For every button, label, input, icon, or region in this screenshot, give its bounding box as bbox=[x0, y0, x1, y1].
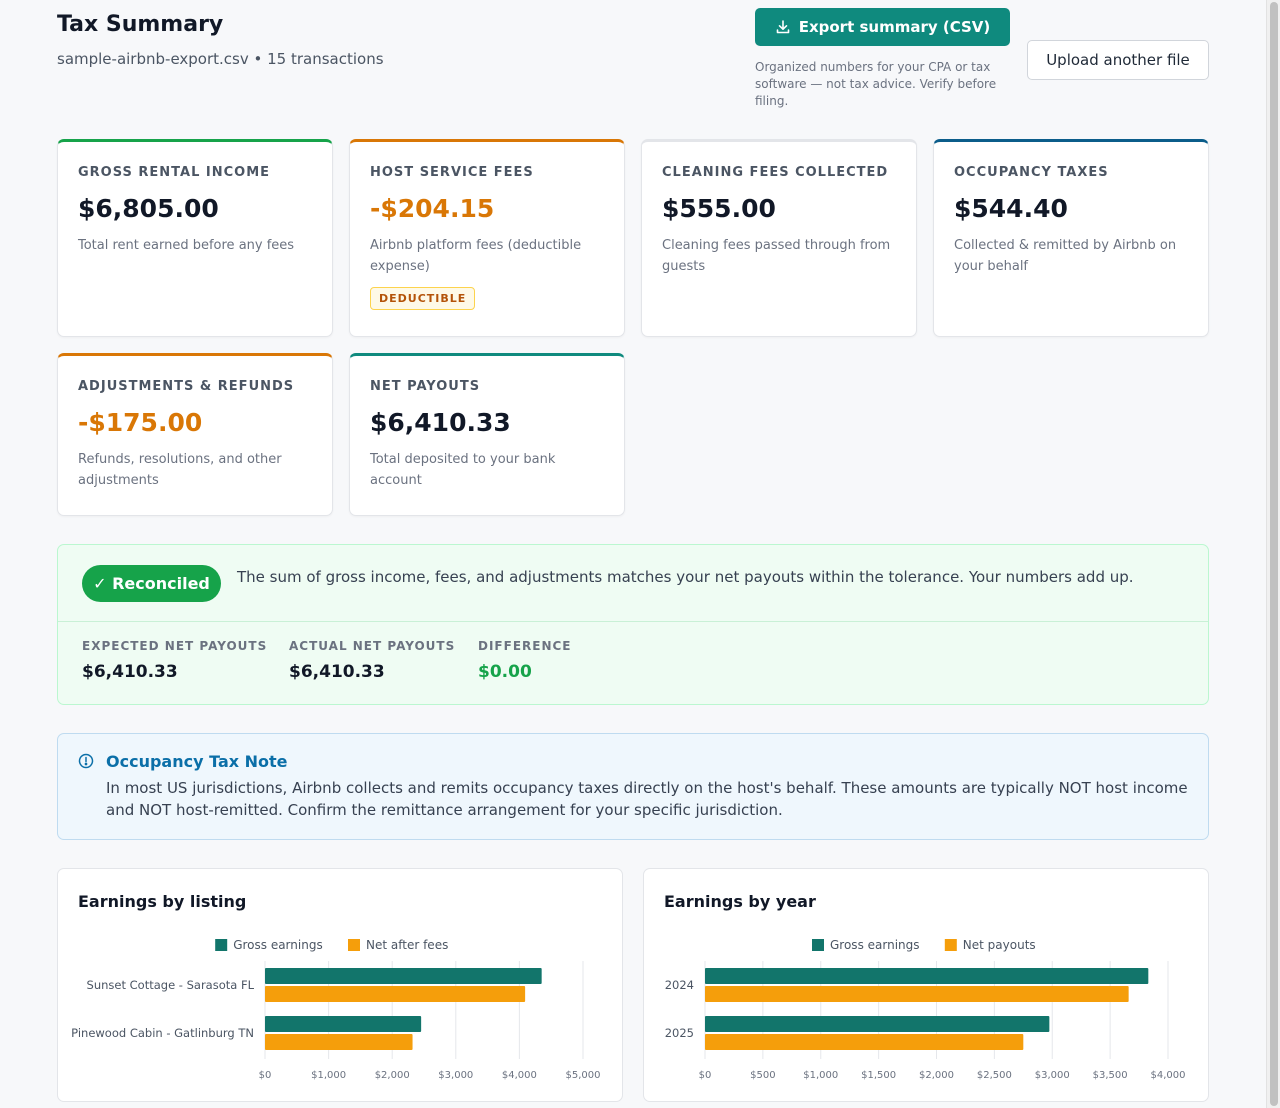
card-description: Cleaning fees passed through from guests bbox=[662, 238, 891, 274]
bar bbox=[265, 968, 542, 984]
card-description: Refunds, resolutions, and other adjustme… bbox=[78, 452, 282, 488]
card-cleaning-fees: CLEANING FEES COLLECTED $555.00 Cleaning… bbox=[641, 139, 917, 337]
x-tick-label: $3,000 bbox=[1035, 1070, 1070, 1081]
x-tick-label: $0 bbox=[699, 1070, 712, 1081]
bar bbox=[705, 986, 1129, 1002]
info-icon bbox=[78, 753, 94, 769]
legend-swatch bbox=[215, 939, 228, 951]
x-tick-label: $5,000 bbox=[566, 1070, 601, 1081]
chart-title: Earnings by year bbox=[664, 892, 816, 911]
expected-net-payouts: EXPECTED NET PAYOUTS $6,410.33 bbox=[82, 639, 267, 682]
legend-label: Net payouts bbox=[963, 938, 1036, 952]
legend-swatch bbox=[812, 939, 824, 951]
export-disclaimer: Organized numbers for your CPA or tax so… bbox=[755, 60, 997, 108]
card-net-payouts: NET PAYOUTS $6,410.33 Total deposited to… bbox=[349, 353, 625, 516]
file-subtitle: sample-airbnb-export.csv • 15 transactio… bbox=[57, 50, 384, 68]
reconciliation-panel: ✓ Reconciled The sum of gross income, fe… bbox=[57, 544, 1209, 705]
card-description: Total deposited to your bank account bbox=[370, 452, 556, 488]
x-tick-label: $4,000 bbox=[502, 1070, 537, 1081]
bar bbox=[705, 968, 1149, 984]
x-tick-label: $2,000 bbox=[919, 1070, 954, 1081]
card-gross-rental-income: GROSS RENTAL INCOME $6,805.00 Total rent… bbox=[57, 139, 333, 337]
note-title: Occupancy Tax Note bbox=[106, 752, 288, 771]
bar bbox=[265, 986, 526, 1002]
card-value: $6,805.00 bbox=[78, 194, 219, 223]
reconciliation-message: The sum of gross income, fees, and adjus… bbox=[237, 568, 1134, 586]
category-label: 2025 bbox=[665, 1026, 694, 1040]
category-label: 2024 bbox=[665, 978, 694, 992]
download-icon bbox=[776, 20, 790, 34]
category-label: Sunset Cottage - Sarasota FL bbox=[87, 978, 255, 992]
page-title: Tax Summary bbox=[57, 12, 224, 37]
legend-label: Gross earnings bbox=[830, 938, 920, 952]
card-host-service-fees: HOST SERVICE FEES -$204.15 Airbnb platfo… bbox=[349, 139, 625, 337]
scrollbar[interactable] bbox=[1266, 0, 1280, 1108]
earnings-by-year-chart: Earnings by year $0 $500 $1,000 $1,500 $2,00… bbox=[643, 868, 1209, 1102]
actual-net-payouts: ACTUAL NET PAYOUTS $6,410.33 bbox=[289, 639, 455, 682]
occupancy-tax-note: Occupancy Tax Note In most US jurisdicti… bbox=[57, 733, 1209, 840]
x-tick-label: $500 bbox=[750, 1070, 775, 1081]
card-label: OCCUPANCY TAXES bbox=[954, 165, 1109, 180]
x-tick-label: $3,500 bbox=[1093, 1070, 1128, 1081]
x-tick-label: $3,000 bbox=[438, 1070, 473, 1081]
card-occupancy-taxes: OCCUPANCY TAXES $544.40 Collected & remi… bbox=[933, 139, 1209, 337]
x-tick-label: $2,500 bbox=[977, 1070, 1012, 1081]
card-value: $555.00 bbox=[662, 194, 776, 223]
bar bbox=[705, 1034, 1024, 1050]
bar bbox=[265, 1016, 422, 1032]
card-label: GROSS RENTAL INCOME bbox=[78, 165, 271, 180]
note-body: In most US jurisdictions, Airbnb collect… bbox=[106, 779, 1188, 819]
legend-swatch bbox=[944, 939, 957, 951]
stat-label: DIFFERENCE bbox=[478, 639, 572, 653]
x-tick-label: $1,500 bbox=[861, 1070, 896, 1081]
chart-svg: $0 $500 $1,000 $1,500 $2,000 $2,500 $3,000 $3,5… bbox=[665, 938, 1186, 1081]
legend-label: Net after fees bbox=[366, 938, 448, 952]
bar bbox=[265, 1034, 413, 1050]
scrollbar-thumb[interactable] bbox=[1270, 2, 1278, 1106]
export-summary-button[interactable]: Export summary (CSV) bbox=[755, 8, 1010, 46]
card-description: Airbnb platform fees (deductible expense… bbox=[370, 238, 582, 274]
card-description: Collected & remitted by Airbnb on your b… bbox=[954, 238, 1177, 274]
deductible-badge: DEDUCTIBLE bbox=[370, 287, 476, 310]
card-description: Total rent earned before any fees bbox=[78, 238, 295, 253]
card-adjustments-refunds: ADJUSTMENTS & REFUNDS -$175.00 Refunds, … bbox=[57, 353, 333, 516]
export-summary-label: Export summary (CSV) bbox=[798, 18, 991, 36]
stat-value: $6,410.33 bbox=[289, 662, 385, 682]
x-tick-label: $4,000 bbox=[1151, 1070, 1186, 1081]
stat-label: EXPECTED NET PAYOUTS bbox=[82, 639, 268, 653]
difference: DIFFERENCE $0.00 bbox=[478, 639, 572, 682]
stat-label: ACTUAL NET PAYOUTS bbox=[289, 639, 456, 653]
card-value: $6,410.33 bbox=[370, 408, 511, 437]
card-label: HOST SERVICE FEES bbox=[370, 165, 534, 180]
earnings-by-listing-chart: Earnings by listing $0 $1,000 $2,000 $3,000… bbox=[57, 868, 623, 1102]
card-value: -$175.00 bbox=[78, 408, 203, 437]
chart-title: Earnings by listing bbox=[78, 892, 247, 911]
legend-swatch bbox=[348, 939, 360, 951]
card-value: -$204.15 bbox=[370, 194, 495, 223]
category-label: Pinewood Cabin - Gatlinburg TN bbox=[71, 1026, 254, 1040]
x-tick-label: $1,000 bbox=[803, 1070, 838, 1081]
upload-another-file-button[interactable]: Upload another file bbox=[1027, 40, 1209, 80]
x-tick-label: $2,000 bbox=[375, 1070, 410, 1081]
reconciled-badge: ✓ Reconciled bbox=[82, 565, 221, 602]
x-tick-label: $0 bbox=[259, 1070, 272, 1081]
x-tick-label: $1,000 bbox=[311, 1070, 346, 1081]
chart-svg: $0 $1,000 $2,000 $3,000 $4,000 $5,000 Gross ea… bbox=[71, 938, 601, 1081]
card-label: NET PAYOUTS bbox=[370, 379, 481, 394]
bar bbox=[705, 1016, 1050, 1032]
legend-label: Gross earnings bbox=[233, 938, 323, 952]
stat-value: $6,410.33 bbox=[82, 662, 178, 682]
stat-value: $0.00 bbox=[478, 662, 532, 682]
card-label: ADJUSTMENTS & REFUNDS bbox=[78, 379, 295, 394]
card-value: $544.40 bbox=[954, 194, 1068, 223]
divider bbox=[58, 621, 1208, 622]
card-label: CLEANING FEES COLLECTED bbox=[662, 165, 889, 180]
